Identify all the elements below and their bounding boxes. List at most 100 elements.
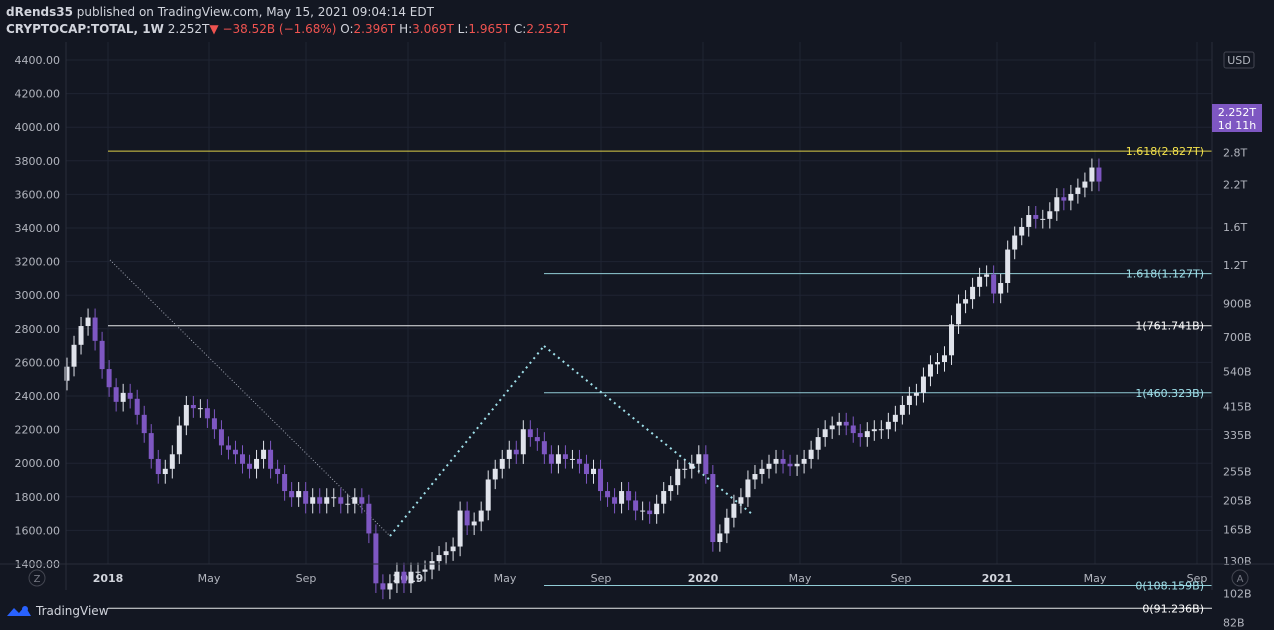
candle-body — [752, 474, 758, 480]
candle-body — [1047, 211, 1053, 219]
candle-body — [120, 392, 126, 402]
candle-body — [443, 551, 449, 556]
symbol-interval[interactable]: CRYPTOCAP:TOTAL, 1W — [6, 22, 164, 36]
time-tick-label: May — [1084, 572, 1107, 585]
high-label: H: — [399, 22, 413, 36]
candle-body — [682, 468, 688, 470]
candle-body — [977, 276, 983, 287]
fib-level-label: 1.618(2.827T) — [1126, 145, 1204, 158]
candle-body — [773, 458, 779, 464]
candle-body — [541, 441, 547, 455]
candle-body — [247, 463, 253, 469]
usd-unit-label[interactable]: USD — [1223, 51, 1255, 69]
candle-body — [1054, 197, 1060, 212]
candle-body — [134, 398, 140, 415]
candle-body — [176, 425, 182, 455]
candle-body — [359, 497, 365, 504]
candle-body — [956, 303, 962, 325]
left-tick-label: 2200.00 — [15, 424, 61, 437]
right-tick-label: 2.2T — [1223, 179, 1247, 192]
candle-body — [675, 468, 681, 486]
time-tick-label: 2020 — [688, 572, 719, 585]
candle-body — [394, 571, 400, 584]
candle-body — [232, 449, 238, 455]
candle-body — [408, 571, 414, 584]
candle-body — [1019, 226, 1025, 236]
candle-body — [380, 583, 386, 590]
left-tick-label: 2400.00 — [15, 390, 61, 403]
candle-body — [899, 404, 905, 415]
candle-body — [78, 326, 84, 345]
left-tick-label: 4200.00 — [15, 88, 61, 101]
time-tick-label: Sep — [591, 572, 612, 585]
tradingview-logo-icon[interactable] — [6, 603, 32, 619]
candle-body — [113, 387, 119, 402]
author-name[interactable]: dRends35 — [6, 5, 73, 19]
candle-body — [534, 437, 540, 442]
fib-level-label: 1(761.741B) — [1135, 320, 1204, 333]
candle-body — [738, 497, 744, 504]
time-tick-label: May — [494, 572, 517, 585]
candle-body — [710, 474, 716, 543]
candle-body — [1026, 215, 1032, 227]
candle-body — [647, 510, 653, 515]
candle-body — [492, 468, 498, 480]
candle-body — [591, 468, 596, 475]
candle-body — [127, 392, 133, 399]
right-tick-label: 2.8T — [1223, 146, 1247, 159]
candle-body — [724, 517, 730, 534]
candle-body — [864, 431, 870, 438]
candle-body — [464, 510, 470, 526]
candle-body — [520, 429, 526, 455]
candle-body — [169, 454, 175, 469]
candle-body — [296, 491, 302, 498]
plot-area[interactable] — [66, 42, 1212, 564]
time-tick-label: Sep — [891, 572, 912, 585]
candle-body — [640, 510, 646, 512]
candle-body — [275, 468, 281, 475]
candle-body — [64, 366, 70, 381]
left-price-axis[interactable]: 4400.00 4200.00 4000.00 3800.00 3600.00 3400.… — [15, 54, 61, 571]
candle-body — [303, 491, 309, 504]
candle-body — [654, 503, 660, 515]
fib-level-label: 0(108.159B) — [1135, 580, 1204, 593]
candle-body — [913, 392, 919, 396]
left-tick-label: 4400.00 — [15, 54, 61, 67]
right-price-axis[interactable]: 3.6T2.8T2.2T1.6T1.2T900B700B540B415B335B… — [1223, 113, 1252, 629]
left-tick-label: 2000.00 — [15, 457, 61, 470]
left-tick-label: 1800.00 — [15, 491, 61, 504]
candle-body — [668, 485, 674, 492]
candle-body — [984, 274, 990, 277]
candle-body — [218, 429, 224, 446]
candle-body — [1012, 235, 1018, 250]
candle-body — [310, 497, 316, 504]
candle-body — [527, 429, 533, 438]
time-axis[interactable]: 2018 May Sep 2019 May Sep 2020 May Sep 2021 May Sep — [93, 572, 1208, 585]
right-tick-label: 82B — [1223, 616, 1245, 629]
right-tick-label: 102B — [1223, 587, 1252, 600]
candle-body — [1082, 181, 1088, 188]
left-tick-label: 3200.00 — [15, 256, 61, 269]
candle-body — [1089, 167, 1095, 182]
tradingview-brand[interactable]: TradingView — [36, 604, 109, 618]
auto-scale-button[interactable]: A — [1231, 569, 1249, 587]
close-value: 2.252T — [526, 22, 569, 36]
right-tick-label: 1.6T — [1223, 221, 1247, 234]
candle-body — [619, 491, 625, 504]
candle-body — [920, 376, 926, 393]
candle-body — [949, 324, 955, 356]
candle-body — [197, 408, 203, 410]
time-tick-label: May — [198, 572, 221, 585]
candle-body — [436, 555, 442, 562]
candle-body — [991, 274, 997, 294]
candle-body — [766, 463, 772, 469]
candle-body — [562, 454, 568, 459]
zoom-z-button[interactable]: Z — [28, 569, 46, 587]
trend-lines — [109, 259, 753, 537]
last-price-badge[interactable]: 2.252T 1d 11h — [1212, 104, 1262, 132]
candle-body — [162, 468, 168, 475]
candle-body — [92, 317, 98, 341]
candle-body — [759, 468, 765, 475]
publish-info: published on TradingView.com, May 15, 20… — [76, 5, 434, 19]
